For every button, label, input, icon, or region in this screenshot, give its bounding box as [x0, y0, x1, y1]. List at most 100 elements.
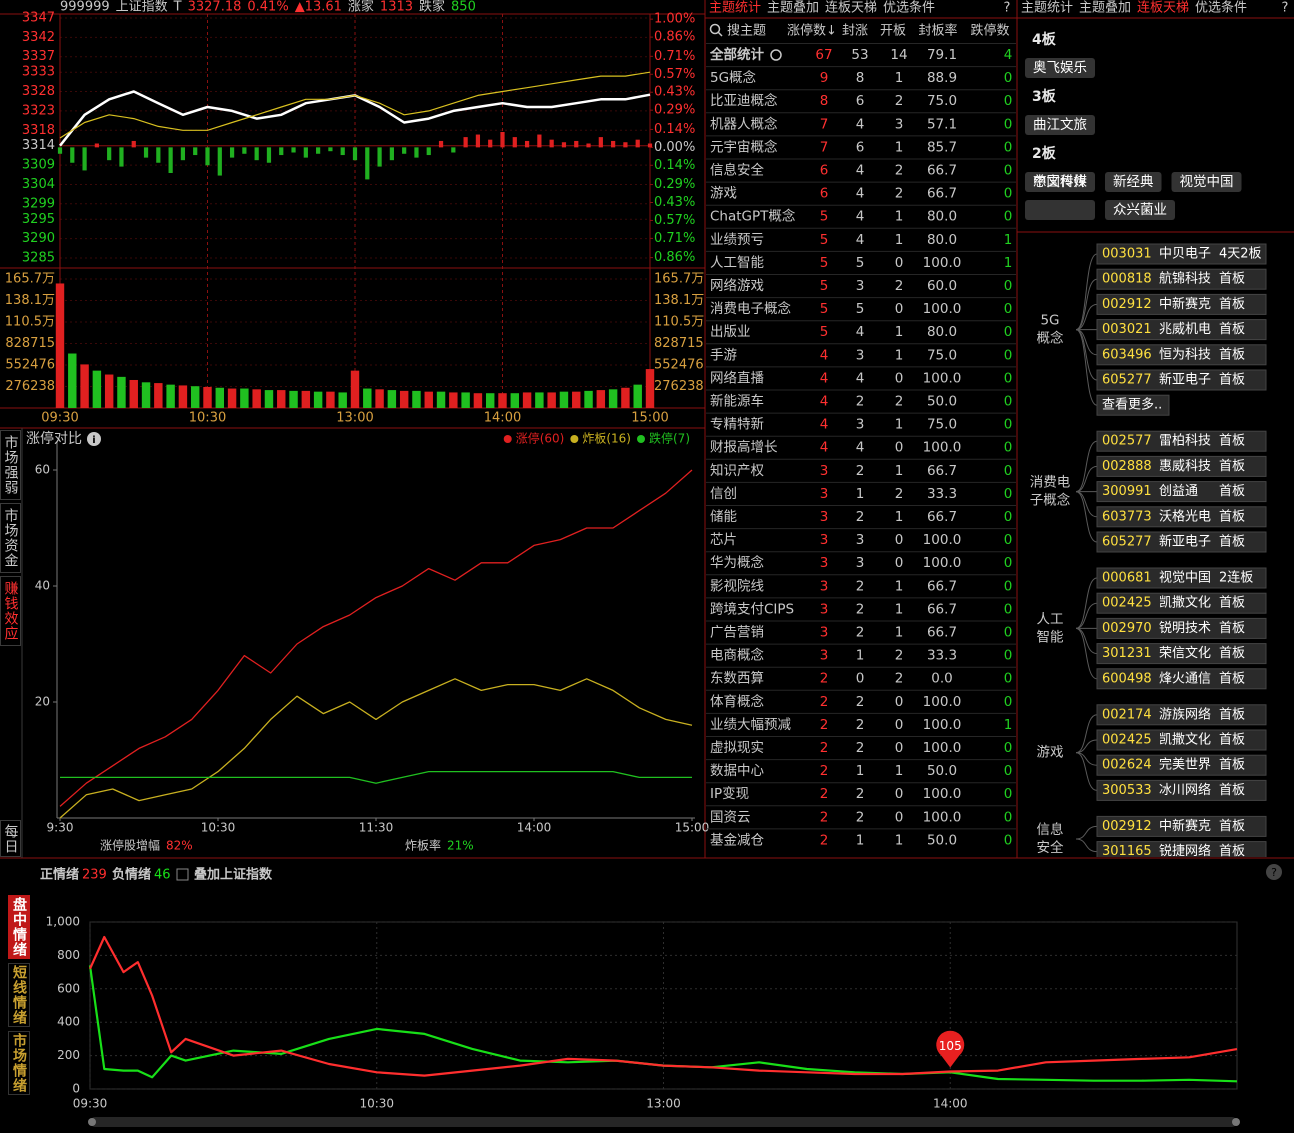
tree-connector [1075, 491, 1098, 543]
stock-row[interactable] [1096, 268, 1267, 290]
theme-cell: 6 [820, 186, 829, 202]
theme-cell: 0 [1004, 324, 1013, 340]
info-icon[interactable] [87, 432, 101, 446]
stock-row[interactable] [1096, 841, 1267, 862]
stock-row[interactable] [1096, 567, 1267, 589]
stock-row[interactable] [1096, 754, 1267, 776]
stock-row[interactable] [1096, 369, 1267, 391]
theme-cell: 3 [856, 278, 865, 294]
tree-connector [1075, 752, 1098, 791]
stock-row[interactable] [1096, 704, 1267, 726]
tree-connector [1075, 303, 1098, 331]
panel-tab[interactable]: 主题叠加 [767, 1, 819, 16]
stock-row[interactable] [1096, 506, 1267, 528]
stock-row[interactable] [1096, 668, 1267, 690]
stock-code: 002174 [1102, 707, 1152, 722]
stock-chip[interactable] [1025, 172, 1095, 192]
y-tick-label: 20 [35, 695, 50, 709]
stock-row[interactable] [1096, 815, 1267, 837]
side-tab[interactable]: 赚钱效应 [0, 576, 21, 646]
stock-chip[interactable] [1025, 58, 1095, 78]
y-tick-label: 1,000 [46, 915, 80, 929]
scrollbar[interactable] [90, 1117, 1237, 1127]
stock-chip[interactable] [1171, 172, 1242, 192]
theme-cell: 0 [1004, 694, 1013, 710]
y2-tick-label: 0.14% [654, 122, 695, 137]
stock-chip[interactable] [1025, 115, 1095, 135]
theme-cell: 0 [895, 809, 904, 825]
stock-chip[interactable] [1105, 200, 1175, 220]
stock-row[interactable] [1096, 455, 1267, 477]
side-tab[interactable]: 市场资金 [0, 503, 21, 573]
theme-cell: 0 [1004, 116, 1013, 132]
theme-cell: 100.0 [923, 809, 962, 825]
more-button[interactable] [1096, 394, 1170, 416]
stock-row[interactable] [1096, 779, 1267, 801]
stock-code: 002425 [1102, 733, 1152, 748]
stock-name: 荣信文化 [1159, 646, 1211, 661]
theme-cell: 2 [820, 717, 829, 733]
stock-tag: 首板 [1219, 535, 1245, 550]
stock-chip[interactable] [1105, 172, 1162, 192]
stock-row[interactable] [1096, 643, 1267, 665]
side-tab[interactable]: 市场情绪 [8, 1031, 30, 1095]
theme-cell: 8 [856, 70, 865, 86]
stock-row[interactable] [1096, 243, 1267, 265]
stock-row[interactable] [1096, 344, 1267, 366]
stock-row[interactable] [1096, 293, 1267, 315]
theme-cell: 2 [820, 786, 829, 802]
theme-cell: 5 [820, 301, 829, 317]
tree-connector [1075, 278, 1098, 331]
stock-chip[interactable] [1025, 200, 1095, 220]
panel-tab[interactable]: 连板天梯 [825, 0, 877, 16]
stock-row[interactable] [1096, 617, 1267, 639]
stock-tag: 首板 [1219, 596, 1245, 611]
panel-tab[interactable]: 优选条件 [883, 0, 935, 16]
theme-name: 消费电子概念 [710, 300, 791, 317]
overlay-label: 叠加上证指数 [194, 867, 273, 883]
side-tab[interactable]: 短线情绪 [8, 963, 30, 1027]
side-tab[interactable]: 每日 [0, 820, 21, 857]
scroll-handle[interactable] [88, 1118, 96, 1126]
scroll-handle[interactable] [1232, 1118, 1240, 1126]
theme-cell: 2 [895, 486, 904, 502]
stock-row[interactable] [1096, 592, 1267, 614]
stock-row[interactable] [1096, 729, 1267, 751]
stock-row[interactable] [1096, 481, 1267, 503]
volume-bar [178, 385, 188, 408]
sentiment-line [88, 935, 1238, 1077]
theme-name: ChatGPT概念 [710, 208, 795, 225]
panel-tab[interactable]: 主题统计 [1021, 1, 1073, 16]
column-header: 开板 [880, 24, 906, 39]
volume-tick-label: 828715 [5, 336, 55, 351]
side-tab[interactable]: 盘中情绪 [8, 895, 30, 959]
stock-row[interactable] [1096, 430, 1267, 452]
stock-row[interactable] [1096, 531, 1267, 553]
search-icon[interactable] [709, 23, 721, 35]
count-line [59, 469, 693, 807]
x-tick-label: 11:30 [359, 821, 394, 835]
level-label: 2板 [1032, 145, 1057, 162]
panel-tab[interactable]: 优选条件 [1195, 0, 1247, 16]
theme-cell: 1 [895, 209, 904, 225]
theme-cell: 1 [856, 832, 865, 848]
theme-cell: 1 [1004, 232, 1013, 248]
tree-connector [1075, 577, 1098, 629]
theme-cell: 2 [895, 186, 904, 202]
overlay-checkbox[interactable] [176, 868, 189, 881]
panel-tab[interactable]: 连板天梯 [1137, 0, 1189, 16]
help-icon-glyph: ? [1271, 866, 1277, 879]
change-pct: 0.41% [247, 0, 288, 15]
panel-tab[interactable]: 主题叠加 [1079, 1, 1131, 16]
stock-row[interactable] [1096, 319, 1267, 341]
theme-cell: 0 [1004, 809, 1013, 825]
theme-cell: 3 [856, 347, 865, 363]
theme-name: 数据中心 [710, 763, 764, 779]
theme-cell: 2 [856, 578, 865, 594]
panel-tab[interactable]: 主题统计 [709, 1, 761, 16]
theme-cell: 4 [820, 347, 829, 363]
volume-bar [621, 387, 630, 408]
side-tab[interactable]: 市场强弱 [0, 430, 21, 500]
volume-bar [129, 379, 138, 408]
